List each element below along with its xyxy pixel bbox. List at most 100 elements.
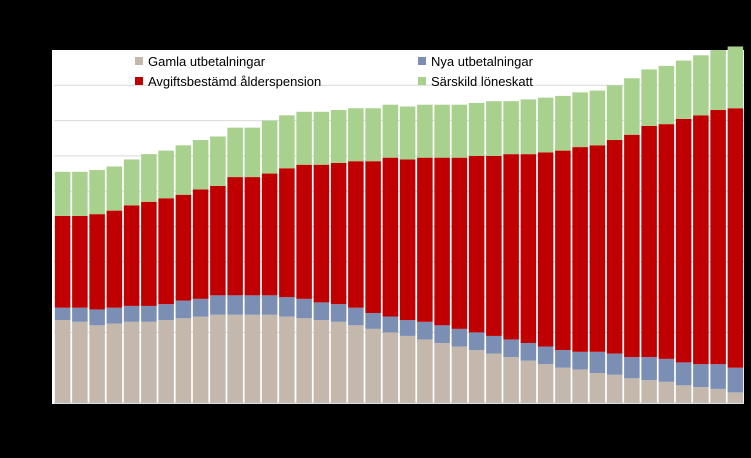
bar-gamla-4 (106, 323, 123, 403)
bar-nya-34 (624, 357, 640, 379)
bar-avgift-18 (348, 161, 364, 308)
bar-sarskild-22 (417, 104, 433, 158)
bar-avgift-37 (675, 118, 692, 363)
bar-gamla-17 (330, 321, 347, 403)
legend-item-sarskild: Särskild löneskatt (418, 74, 533, 89)
bar-gamla-38 (693, 387, 709, 403)
bar-nya-26 (486, 335, 502, 354)
bar-sarskild-27 (503, 101, 519, 155)
bar-gamla-33 (606, 374, 623, 403)
bar-gamla-15 (296, 318, 312, 403)
bar-gamla-22 (417, 339, 433, 403)
bar-avgift-38 (693, 115, 709, 365)
bar-gamla-18 (348, 325, 364, 403)
bar-sarskild-16 (313, 111, 330, 165)
bar-gamla-3 (89, 325, 105, 403)
bar-sarskild-2 (72, 171, 88, 216)
bar-avgift-31 (572, 147, 588, 352)
bar-gamla-27 (503, 357, 519, 403)
bar-sarskild-10 (210, 136, 226, 186)
bar-sarskild-35 (641, 69, 657, 126)
bar-nya-27 (503, 339, 519, 358)
bar-avgift-21 (399, 159, 416, 321)
bar-gamla-24 (451, 346, 468, 403)
bar-nya-14 (279, 297, 295, 317)
bar-gamla-21 (399, 335, 416, 403)
bar-sarskild-8 (175, 145, 192, 195)
bar-sarskild-12 (244, 127, 261, 178)
bar-avgift-20 (382, 157, 399, 317)
bar-avgift-19 (365, 161, 381, 313)
bar-avgift-5 (123, 205, 140, 306)
legend-swatch-nya (418, 57, 426, 65)
bar-avgift-32 (589, 145, 606, 352)
legend-swatch-sarskild (418, 77, 426, 85)
bar-gamla-25 (468, 350, 485, 403)
bar-sarskild-23 (434, 104, 450, 158)
bar-sarskild-38 (693, 55, 709, 116)
bar-avgift-29 (537, 152, 554, 347)
bar-gamla-1 (54, 320, 71, 403)
bar-nya-13 (261, 295, 278, 315)
bar-gamla-32 (589, 373, 606, 403)
bar-nya-1 (54, 307, 71, 321)
bar-nya-11 (227, 295, 243, 315)
bar-gamla-23 (434, 342, 450, 403)
bar-gamla-34 (624, 378, 640, 403)
bar-nya-24 (451, 328, 468, 347)
bar-avgift-35 (641, 125, 657, 358)
bar-nya-16 (313, 302, 330, 321)
bar-gamla-28 (520, 360, 537, 403)
bar-gamla-39 (710, 388, 726, 403)
bar-nya-20 (382, 316, 399, 333)
bar-sarskild-39 (710, 50, 726, 111)
bar-avgift-1 (54, 215, 71, 308)
bar-avgift-36 (658, 124, 675, 359)
bar-avgift-39 (710, 110, 726, 365)
bar-avgift-12 (244, 177, 261, 296)
bar-gamla-40 (727, 392, 744, 403)
bar-sarskild-40 (727, 46, 744, 109)
bar-gamla-9 (192, 316, 209, 403)
bar-gamla-13 (261, 314, 278, 403)
bar-nya-25 (468, 332, 485, 351)
bar-avgift-22 (417, 157, 433, 322)
bar-avgift-13 (261, 173, 278, 296)
bar-sarskild-20 (382, 104, 399, 158)
bar-sarskild-26 (486, 101, 502, 156)
bar-sarskild-13 (261, 120, 278, 174)
bar-nya-39 (710, 364, 726, 389)
bar-gamla-19 (365, 328, 381, 403)
legend-swatch-gamla (135, 57, 143, 65)
bar-avgift-15 (296, 164, 312, 299)
bar-sarskild-3 (89, 170, 105, 215)
bar-sarskild-21 (399, 106, 416, 160)
bar-nya-31 (572, 351, 588, 370)
bar-gamla-10 (210, 314, 226, 403)
bar-avgift-24 (451, 157, 468, 329)
bar-gamla-5 (123, 321, 140, 403)
bar-nya-15 (296, 298, 312, 319)
bar-gamla-35 (641, 380, 657, 403)
bar-nya-37 (675, 362, 692, 386)
bar-nya-2 (72, 307, 88, 322)
bar-gamla-30 (555, 367, 571, 403)
bar-nya-21 (399, 320, 416, 336)
bar-avgift-26 (486, 155, 502, 336)
bar-nya-38 (693, 364, 709, 388)
bar-avgift-17 (330, 162, 347, 305)
bar-gamla-26 (486, 353, 502, 403)
bar-nya-7 (158, 304, 174, 321)
bar-nya-5 (123, 305, 140, 322)
bar-sarskild-15 (296, 111, 312, 165)
bar-gamla-2 (72, 321, 88, 403)
bar-gamla-36 (658, 381, 675, 403)
bar-nya-29 (537, 346, 554, 365)
bar-gamla-16 (313, 320, 330, 403)
bar-sarskild-1 (54, 171, 71, 216)
bar-sarskild-28 (520, 99, 537, 155)
bar-sarskild-36 (658, 65, 675, 125)
legend-label-gamla: Gamla utbetalningar (148, 54, 266, 69)
legend-item-nya: Nya utbetalningar (418, 54, 534, 69)
